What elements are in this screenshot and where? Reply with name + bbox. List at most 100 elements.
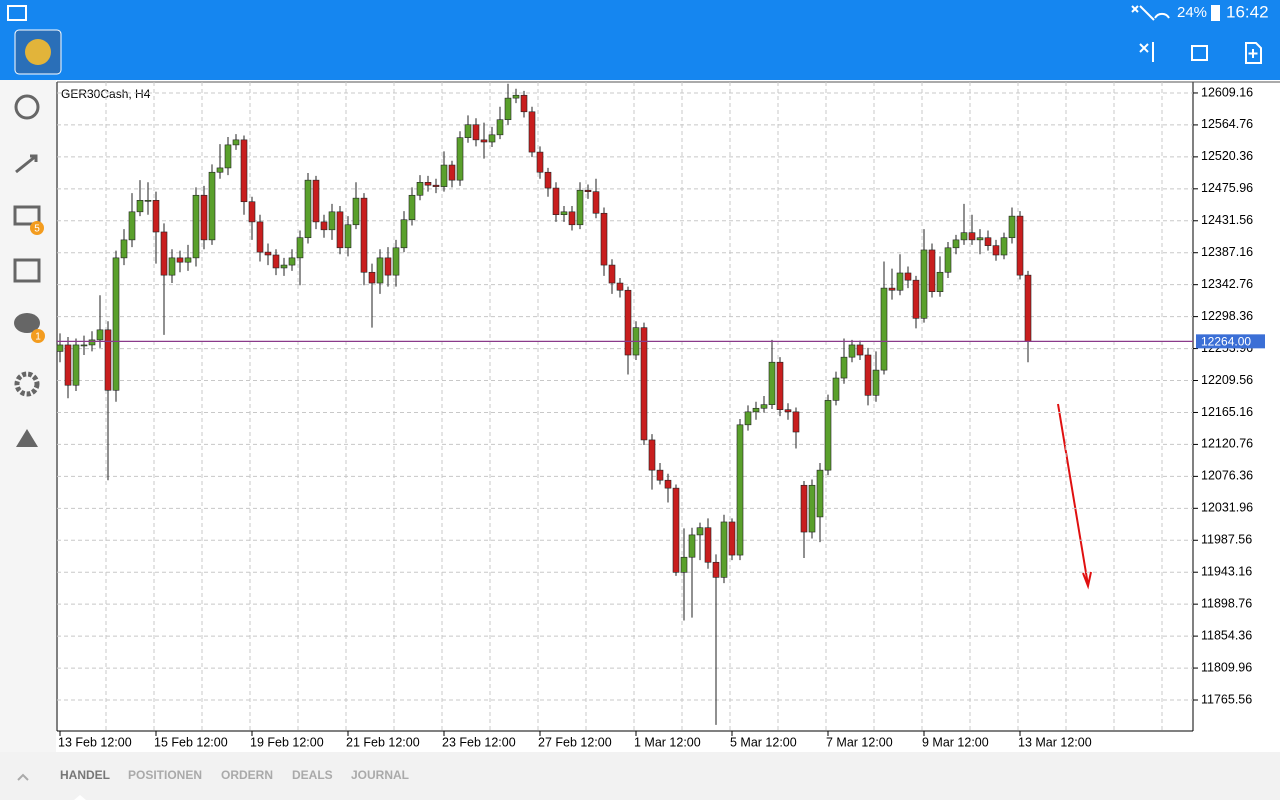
candle-body [280, 264, 288, 269]
candle-body [1024, 274, 1032, 342]
candle-body [216, 167, 224, 173]
candle-body [528, 111, 536, 153]
settings-icon[interactable] [14, 371, 40, 397]
candle-body [232, 139, 240, 146]
candle-body [680, 556, 688, 573]
y-tick-label: 12298.36 [1201, 309, 1253, 323]
y-tick-label: 11987.56 [1201, 533, 1252, 547]
tab[interactable]: POSITIONEN [128, 768, 202, 782]
expand-icon[interactable] [17, 773, 29, 781]
windows-icon[interactable] [1191, 45, 1208, 61]
candle-body [248, 201, 256, 223]
candle-body [904, 272, 912, 281]
candle-body [288, 257, 296, 266]
candle-body [752, 407, 760, 413]
candle-body [160, 231, 168, 276]
candle-body [712, 561, 720, 578]
candle-body [896, 272, 904, 291]
tab-indicator [74, 795, 86, 800]
battery-percent: 24% [1177, 4, 1207, 21]
candle-body [328, 211, 336, 231]
app-logo-coin [25, 39, 51, 65]
x-tick-label: 23 Feb 12:00 [442, 735, 516, 749]
x-tick-label: 15 Feb 12:00 [154, 735, 228, 749]
candle-body [192, 194, 200, 259]
current-price-tag [1196, 334, 1265, 349]
y-tick-label: 12165.16 [1201, 405, 1253, 419]
candle-body [600, 212, 608, 266]
candle-body [616, 282, 624, 291]
candle-body [536, 151, 544, 173]
candle-body [840, 356, 848, 379]
chat-icon[interactable] [14, 313, 40, 333]
candle-body [704, 527, 712, 563]
chat-badge: 1 [35, 332, 41, 343]
candle-body [480, 139, 488, 143]
candle-body [664, 479, 672, 489]
y-tick-label: 12342.76 [1201, 277, 1253, 291]
sidebar [0, 80, 56, 752]
x-tick-label: 21 Feb 12:00 [346, 735, 420, 749]
community-icon[interactable] [16, 429, 38, 447]
candle-body [944, 247, 952, 273]
candle-body [624, 289, 632, 356]
x-tick-label: 1 Mar 12:00 [634, 735, 701, 749]
app-bar [0, 0, 1280, 80]
candle-body [1016, 215, 1024, 276]
candle-body [584, 189, 592, 192]
candle-body [264, 251, 272, 256]
candle-body [200, 194, 208, 241]
x-tick-label: 13 Feb 12:00 [58, 735, 132, 749]
accounts-icon[interactable] [14, 94, 40, 120]
news-icon[interactable] [13, 258, 41, 283]
candle-body [152, 200, 160, 233]
y-tick-label: 12209.56 [1201, 373, 1253, 387]
tab[interactable]: ORDERN [221, 768, 273, 782]
candle-body [880, 287, 888, 371]
candle-body [656, 469, 664, 481]
candle-body [984, 237, 992, 246]
trade-icon[interactable] [15, 154, 38, 174]
candle-body [968, 232, 976, 241]
mail-badge: 5 [34, 224, 40, 235]
candle-body [672, 487, 680, 573]
candle-body [296, 237, 304, 259]
candle-body [640, 327, 648, 441]
candle-body [688, 534, 696, 558]
candle-body [88, 339, 96, 346]
candle-body [72, 344, 80, 386]
status-image-icon [7, 5, 27, 21]
y-tick-label: 12564.76 [1201, 117, 1253, 131]
tab[interactable]: JOURNAL [351, 768, 409, 782]
chat-badge-bg [31, 329, 45, 343]
mute-icon [1131, 5, 1155, 21]
mail-badge-bg [30, 221, 44, 235]
candle-body [344, 224, 352, 249]
candle-body [976, 237, 984, 241]
mail-icon[interactable] [13, 205, 41, 226]
candle-body [224, 144, 232, 169]
tab[interactable]: HANDEL [60, 768, 110, 782]
candle-body [240, 139, 248, 203]
currency-icon[interactable] [1139, 42, 1154, 62]
candle-body [184, 257, 192, 263]
candle-body [512, 94, 520, 99]
candle-body [472, 124, 480, 141]
candle-body [928, 249, 936, 292]
candle-body [464, 124, 472, 138]
candle-body [864, 354, 872, 396]
candle-body [368, 271, 376, 284]
candle-body [608, 264, 616, 284]
candle-body [544, 171, 552, 189]
candle-body [352, 197, 360, 226]
y-tick-label: 12609.16 [1201, 85, 1253, 99]
candle-body [960, 232, 968, 241]
candle-body [736, 424, 744, 556]
candle-body [728, 521, 736, 556]
candle-body [832, 377, 840, 401]
new-order-icon[interactable] [1245, 42, 1262, 64]
y-tick-label: 11854.36 [1201, 628, 1252, 642]
tab[interactable]: DEALS [292, 768, 333, 782]
candle-body [384, 257, 392, 276]
